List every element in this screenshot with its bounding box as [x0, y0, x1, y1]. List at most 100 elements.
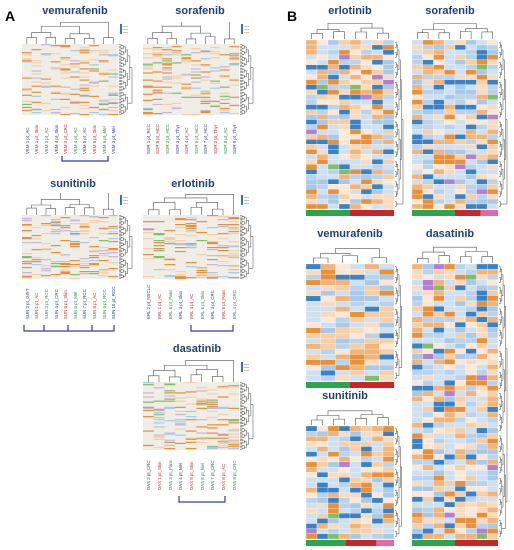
panel-b-letter: B	[287, 8, 298, 24]
row-dendrogram	[240, 44, 254, 115]
row-dendrogram	[240, 215, 254, 279]
row-dendrogram	[240, 382, 254, 450]
sample-label: VEM 3 pt_CRC	[63, 123, 69, 154]
sample-label: ERL 3 pt_Skin	[178, 291, 184, 319]
panel-a-sorafenib-heatmap	[143, 22, 254, 116]
sample-label: SOR 6 pt_HCC	[193, 123, 199, 154]
sample-label: SUN 3 pt_RCC	[44, 289, 49, 319]
color-key	[120, 24, 128, 34]
panel-b-sorafenib-heatmap	[412, 23, 508, 216]
panel-a-dasatinib-bracket	[178, 496, 226, 503]
panel-b-erlotinib-title: erlotinib	[328, 5, 372, 17]
column-dendrogram	[417, 23, 493, 39]
sample-label: VEM 1 pt_Skin	[34, 124, 40, 154]
sample-label: VEM 6 pt_Mel	[101, 126, 107, 154]
sample-label: SOR 4 pt_AC	[184, 127, 190, 154]
panel-a-dasatinib-title: dasatinib	[172, 343, 222, 355]
color-key	[120, 195, 128, 205]
panel-a-dasatinib-heatmap	[143, 360, 254, 450]
panel-a-sorafenib-labels: SOR 1 pt_RCC SOR 5 pt_HCC SOR 2 pt_HCC SOR …	[143, 118, 243, 156]
sample-label: DAS 1 pt_Skin	[157, 461, 162, 490]
sample-label: SOR 7 pt_HCC	[203, 123, 209, 154]
sample-label: VEM 2 pt_AC	[44, 127, 49, 154]
sample-label: DAS 2 pt_CRC	[146, 460, 152, 490]
heatmap-cells	[306, 263, 395, 382]
panel-a-vemurafenib-title: vemurafenib	[42, 5, 108, 17]
group-color-bar	[306, 210, 394, 216]
sample-label: SOR 2 pt_Thyr	[213, 124, 218, 154]
sample-label: SUN 2 pt_GIST	[24, 288, 30, 319]
color-key	[241, 195, 249, 205]
sample-label: ERL 5 pt_Panc	[167, 289, 173, 319]
color-key	[241, 362, 249, 372]
sample-label: ERL 4 pt_AC	[189, 293, 194, 319]
color-key	[241, 24, 249, 34]
sample-label: VEM 4 pt_Skin	[53, 124, 59, 154]
sample-label: DAS 3 pt_Panc	[167, 459, 173, 490]
panel-b-vemurafenib-title: vemurafenib	[317, 228, 383, 240]
row-dendrogram	[395, 42, 404, 207]
heatmap-cells	[143, 382, 240, 450]
row-dendrogram	[395, 428, 402, 537]
sample-label: DAS 5 pt_Skin	[189, 461, 194, 490]
sample-label: SUN 6 pt_Mel	[72, 291, 78, 319]
sample-label: VEM 5 pt_AC	[82, 127, 88, 154]
column-dendrogram	[148, 194, 234, 215]
sample-label: SOR 3 pt_Thyr	[174, 124, 180, 154]
panel-b-sorafenib-title: sorafenib	[425, 5, 475, 17]
sample-label: VEM 4 pt_AC	[72, 127, 78, 154]
row-dendrogram	[395, 266, 402, 379]
sample-label: ERL 1 pt_AC	[157, 293, 162, 319]
sample-label: VEM 1 pt_AC	[24, 127, 30, 154]
panel-a-sorafenib-bracket	[61, 156, 109, 162]
panel-b-dasatinib-title: dasatinib	[425, 228, 475, 240]
panel-a-erlotinib-title: erlotinib	[171, 178, 215, 190]
panel-a-sunitinib-heatmap	[22, 193, 133, 280]
sample-label: SOR 8 pt_AC	[222, 127, 228, 154]
sample-label: ERL 6 pt_Skin	[199, 291, 205, 319]
sample-label: VEM 5 pt_Skin	[92, 124, 97, 154]
row-dendrogram	[499, 42, 508, 207]
sample-label: ERL 5 pt_Panc	[221, 289, 226, 319]
panel-b-sunitinib-title: sunitinib	[322, 390, 368, 402]
heatmap-cells	[143, 44, 240, 116]
sample-label: ERL 3 pt_CRC	[210, 290, 216, 319]
panel-a-erlotinib-labels: ERL 2 pt_NSCLC ERL 1 pt_AC ERL 5 pt_Panc ER…	[143, 283, 243, 325]
column-dendrogram	[26, 193, 114, 215]
sample-label: SOR 2 pt_HCC	[165, 123, 170, 154]
column-dendrogram	[311, 410, 389, 425]
panel-b-sunitinib-heatmap	[306, 410, 402, 546]
sample-label: SUN 1 pt_AC	[34, 292, 40, 319]
panel-a-sorafenib-title: sorafenib	[175, 5, 225, 17]
sample-label: SOR 9 pt_Thyr	[232, 124, 238, 154]
group-color-bar	[306, 382, 394, 388]
panel-a-vemurafenib-heatmap	[22, 22, 133, 116]
column-dendrogram	[417, 246, 493, 263]
row-dendrogram	[119, 44, 133, 115]
heatmap-cells	[306, 425, 395, 540]
panel-a-sunitinib-bracket	[23, 325, 115, 332]
column-dendrogram	[26, 22, 114, 44]
panel-a-vemurafenib-labels: VEM 1 pt_AC VEM 1 pt_Skin VEM 2 pt_AC VEM 4…	[22, 118, 122, 156]
sample-label: SUN 8 pt_AC	[92, 292, 97, 319]
heatmap-cells	[22, 215, 119, 280]
sample-label: SOR 5 pt_HCC	[155, 123, 161, 154]
sample-label: DAS 4 pt_Mel	[178, 462, 184, 490]
panel-a-letter: A	[5, 8, 16, 24]
sample-label: SOR 1 pt_RCC	[145, 123, 151, 154]
panel-a-erlotinib-heatmap	[143, 194, 254, 280]
panel-a-erlotinib-bracket	[190, 325, 234, 332]
sample-label: ERL 4 pt_CRC	[231, 290, 237, 319]
column-dendrogram	[148, 360, 234, 382]
heatmap-cells	[306, 39, 395, 210]
group-color-bar	[412, 210, 498, 216]
panel-a-sunitinib-labels: SUN 2 pt_GIST SUN 1 pt_AC SUN 3 pt_RCC SUN …	[22, 283, 122, 325]
column-dendrogram	[147, 22, 235, 44]
column-dendrogram	[313, 248, 387, 263]
sample-label: VEM 3 pt_Mel	[111, 126, 117, 154]
sample-label: DAS 8 pt_AC	[221, 463, 226, 490]
heatmap-cells	[22, 44, 119, 116]
group-color-bar	[306, 540, 394, 546]
panel-b-dasatinib-heatmap	[412, 246, 508, 546]
sample-label: DAS 6 pt_Mel	[199, 462, 205, 490]
